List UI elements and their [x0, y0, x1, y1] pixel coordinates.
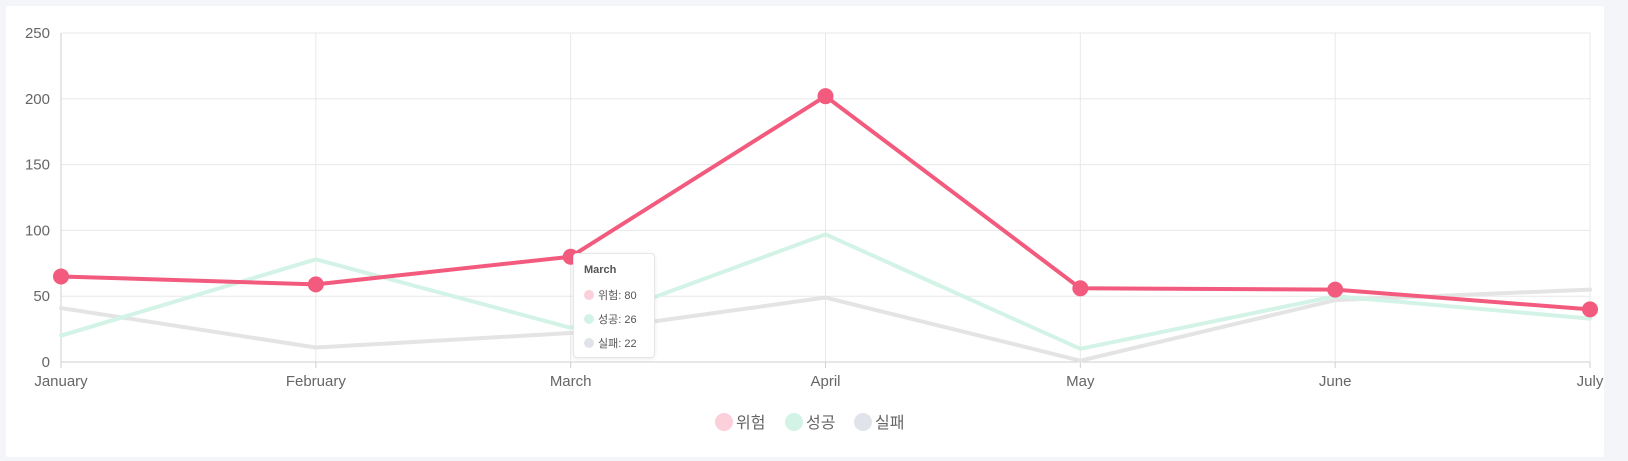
y-tick-label: 200 [25, 91, 50, 108]
tooltip-swatch-icon [584, 314, 594, 324]
data-point[interactable] [53, 268, 69, 285]
legend-swatch-icon [785, 413, 803, 431]
grid-lines [61, 32, 1591, 363]
tooltip-row-text: 성공: 26 [598, 314, 637, 326]
legend-swatch-icon [854, 413, 872, 431]
data-point[interactable] [817, 88, 834, 105]
y-axis: 0 50 100 150 200 250 [25, 25, 62, 371]
tooltip-row-text: 실패: 22 [598, 338, 637, 350]
tooltip-row-success: 성공: 26 [584, 311, 637, 327]
y-tick-label: 150 [25, 157, 50, 174]
series-line-3 [59, 287, 1592, 363]
data-point[interactable] [307, 276, 324, 293]
data-point[interactable] [1327, 281, 1344, 298]
data-point[interactable] [1582, 301, 1598, 318]
x-tick-label: July [1577, 373, 1604, 390]
x-tick-label: February [286, 373, 347, 390]
x-tick-label: April [810, 373, 840, 390]
legend-label[interactable]: 위험 [736, 414, 765, 432]
legend-label[interactable]: 성공 [806, 414, 835, 432]
y-tick-label: 50 [33, 288, 50, 305]
tooltip-swatch-icon [584, 338, 594, 348]
x-tick-label: January [34, 373, 88, 390]
legend-swatch-icon [715, 413, 733, 431]
data-point[interactable] [1072, 280, 1089, 297]
series-layer [53, 88, 1598, 363]
tooltip-row-fail: 실패: 22 [584, 335, 637, 351]
x-axis: January February March April May June July [34, 362, 1604, 390]
tooltip-row-danger: 위험: 80 [584, 287, 637, 303]
legend[interactable]: 위험 성공 실패 [715, 413, 904, 432]
y-tick-label: 100 [25, 222, 50, 239]
y-tick-label: 250 [25, 25, 50, 42]
legend-label[interactable]: 실패 [875, 414, 904, 432]
x-tick-label: March [550, 373, 592, 390]
tooltip-swatch-icon [584, 290, 594, 300]
tooltip: March 위험: 80 성공: 26 실패: 22 [573, 253, 655, 358]
y-tick-label: 0 [42, 354, 50, 371]
x-tick-label: May [1066, 373, 1095, 390]
tooltip-row-text: 위험: 80 [598, 290, 637, 302]
chart-card [6, 6, 1604, 457]
x-tick-label: June [1319, 373, 1352, 390]
tooltip-title: March [584, 264, 617, 276]
